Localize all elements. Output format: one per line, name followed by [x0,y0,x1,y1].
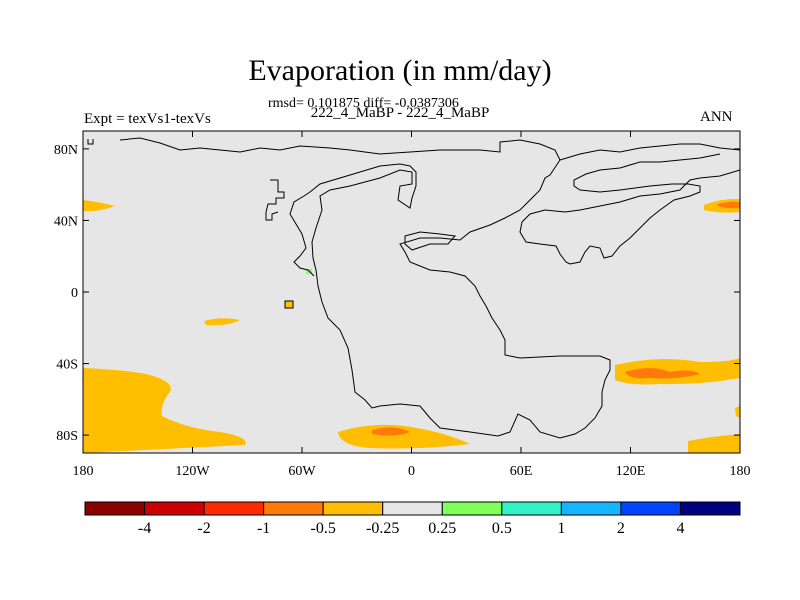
colorbar-label: -2 [197,520,210,537]
colorbar-label: 0.5 [492,520,512,537]
anomaly-region-east-edge [735,406,740,418]
y-tick-label: 80S [56,429,78,444]
x-tick-label: 120E [616,464,646,479]
x-tick-label: 180 [730,464,751,479]
coastline-east-continent [519,143,740,265]
anomaly-region-left-north [83,200,115,212]
colorbar-label: 0.25 [428,520,456,537]
anomaly-region-southern-indian-core [625,368,700,379]
colorbar-swatch [322,501,384,516]
y-tick-label: 0 [71,286,78,301]
coastlines [87,137,740,439]
colorbar-swatch [620,501,681,516]
colorbar-label: -1 [257,520,270,537]
coastline-west-continent [87,137,611,439]
colorbar-swatch [382,501,443,516]
colorbar-swatch [560,501,622,516]
chart-subtitle: 222_4_MaBP - 222_4_MaBP [310,105,490,121]
x-tick-label: 0 [408,464,415,479]
colorbar-label: 4 [676,520,684,537]
colorbar-swatch [203,501,265,516]
anomaly-region-northeast-core [718,201,740,209]
colorbar-swatch [144,501,205,516]
anomaly-region-southeast [688,434,740,453]
colorbar-swatch [263,501,324,516]
experiment-label: Expt = texVs1-texVs [84,111,211,127]
x-tick-label: 60W [288,464,316,479]
colorbar-label: -0.25 [366,520,399,537]
season-label: ANN [700,109,733,125]
anomaly-region-small-patch [204,318,240,326]
x-tick-label: 180 [73,464,94,479]
y-tick-label: 80N [54,143,78,158]
anomaly-region-south-atlantic-core [372,427,410,436]
colorbar-swatch [441,501,503,516]
colorbar-label: 1 [557,520,565,537]
coastline-inland-lake [404,231,456,251]
x-tick-label: 60E [510,464,533,479]
colorbar-label: -4 [138,520,151,537]
anomaly-region-south-atlantic [338,424,470,449]
colorbar-label: 2 [617,520,625,537]
colorbar-swatch [501,501,562,516]
anomaly-region-equatorial-box [284,300,294,309]
x-tick-label: 120W [175,464,210,479]
colorbar-swatch [679,501,741,516]
anomaly-region-left-south [83,368,246,453]
map-field [82,130,741,454]
colorbar: -4 -2 -1 -0.5 -0.25 0.25 0.5 1 2 4 [84,501,741,537]
map-background [83,131,740,453]
y-tick-label: 40N [54,214,78,229]
coastline-north-island [265,179,285,221]
colorbar-label: -0.5 [311,520,336,537]
chart-title: Evaporation (in mm/day) [248,54,552,87]
axes: 180 120W 60W 0 60E 120E 180 80N 40N 0 40S 80S [54,131,751,479]
stats-line: rmsd= 0.101875 diff= -0.0387306 [268,96,459,111]
colorbar-swatch [84,501,146,516]
y-tick-label: 40S [56,358,78,373]
